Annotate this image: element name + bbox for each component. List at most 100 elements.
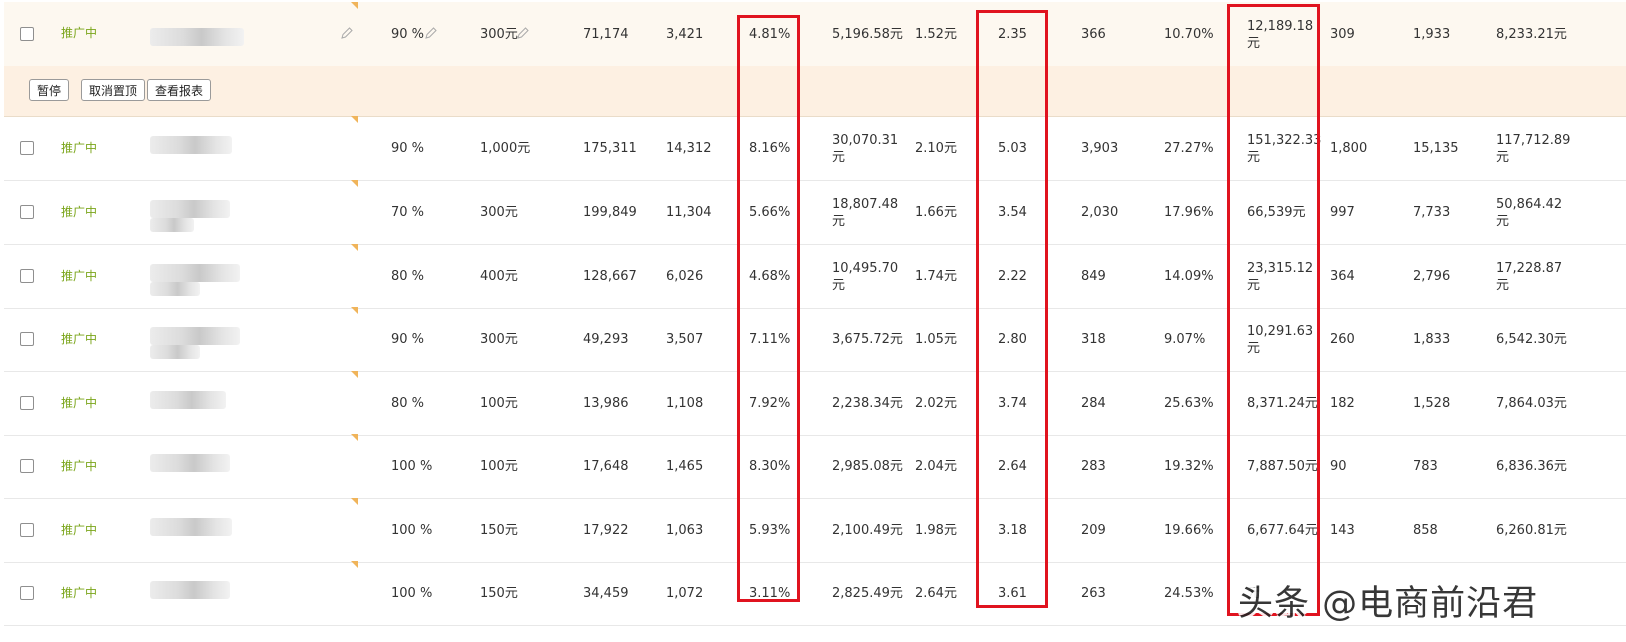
row-action-bar: 暂停 取消置顶 查看报表 xyxy=(4,66,1626,117)
col13-value: 260 xyxy=(1330,332,1355,347)
row-checkbox[interactable] xyxy=(20,586,34,600)
conv-rate-value: 25.63% xyxy=(1164,396,1214,411)
status-label: 推广中 xyxy=(61,269,98,283)
gmv-unit: 元 xyxy=(1247,36,1261,51)
col15-value: 6,260.81元 xyxy=(1496,523,1567,538)
row-checkbox[interactable] xyxy=(20,27,34,41)
col14-value: 1,528 xyxy=(1413,396,1451,411)
orders-value: 209 xyxy=(1081,523,1106,538)
row-checkbox[interactable] xyxy=(20,269,34,283)
row-checkbox[interactable] xyxy=(20,396,34,410)
clicks-value: 3,421 xyxy=(666,27,704,42)
col15-unit: 元 xyxy=(1496,150,1510,165)
blurred-product-name xyxy=(150,282,200,296)
orders-value: 318 xyxy=(1081,332,1106,347)
ctr-value: 7.92% xyxy=(749,396,791,411)
clicks-value: 1,072 xyxy=(666,586,704,601)
row-checkbox[interactable] xyxy=(20,459,34,473)
row-corner-marker xyxy=(351,116,358,123)
row-checkbox[interactable] xyxy=(20,205,34,219)
row-corner-marker xyxy=(351,2,358,9)
clicks-value: 1,063 xyxy=(666,523,704,538)
conv-rate-value: 19.32% xyxy=(1164,459,1214,474)
col13-value: 90 xyxy=(1330,459,1347,474)
edit-pencil-icon[interactable] xyxy=(340,26,354,40)
conv-rate-value: 19.66% xyxy=(1164,523,1214,538)
status-label: 推广中 xyxy=(61,396,98,410)
impressions-value: 34,459 xyxy=(583,586,629,601)
ctr-value: 7.11% xyxy=(749,332,791,347)
blurred-product-name xyxy=(150,200,230,218)
ctr-value: 4.68% xyxy=(749,269,791,284)
col13-value: 1,800 xyxy=(1330,141,1368,156)
ratio-value: 90 % xyxy=(391,27,425,42)
ctr-value: 3.11% xyxy=(749,586,791,601)
edit-budget-icon[interactable] xyxy=(516,26,530,40)
ratio-value: 90 % xyxy=(391,141,425,156)
table-row: 推广中 100 % 100元 17,648 1,465 8.30% 2.04元 2.64 283… xyxy=(4,434,1626,499)
clicks-value: 3,507 xyxy=(666,332,704,347)
budget-value: 1,000元 xyxy=(480,141,531,156)
gmv-value: 8,371.24元 xyxy=(1247,396,1318,411)
row-checkbox[interactable] xyxy=(20,332,34,346)
conv-rate-value: 14.09% xyxy=(1164,269,1214,284)
col15-unit: 元 xyxy=(1496,278,1510,293)
status-label: 推广中 xyxy=(61,459,98,473)
roi-value: 5.03 xyxy=(998,141,1027,156)
col13-value: 364 xyxy=(1330,269,1355,284)
cost-unit: 元 xyxy=(832,150,846,165)
conversion-rate-value: 10.70% xyxy=(1164,27,1214,42)
col14-value: 1,833 xyxy=(1413,332,1451,347)
unpin-button[interactable]: 取消置顶 xyxy=(81,79,146,101)
cost-value: 2,100.49元 xyxy=(832,523,903,538)
roi-value: 2.64 xyxy=(998,459,1027,474)
cost-value: 3,675.72元 xyxy=(832,332,903,347)
ratio-value: 100 % xyxy=(391,523,433,538)
row-checkbox[interactable] xyxy=(20,523,34,537)
gmv-value: 6,677.64元 xyxy=(1247,523,1318,538)
budget-value: 400元 xyxy=(480,269,518,284)
status-label: 推广中 xyxy=(61,141,98,155)
row-checkbox[interactable] xyxy=(20,141,34,155)
roi-value: 3.18 xyxy=(998,523,1027,538)
row-corner-marker xyxy=(351,498,358,505)
roi-value: 2.22 xyxy=(998,269,1027,284)
ratio-value: 80 % xyxy=(391,396,425,411)
cpc-value: 1.98元 xyxy=(915,523,957,538)
ctr-value: 4.81% xyxy=(749,27,791,42)
gmv-value: 元 xyxy=(1247,586,1261,601)
orders-value: 284 xyxy=(1081,396,1106,411)
gmv-value: 10,291.63 xyxy=(1247,324,1314,339)
cost-value: 5,196.58元 xyxy=(832,27,903,42)
ctr-value: 8.30% xyxy=(749,459,791,474)
status-label: 推广中 xyxy=(61,26,98,40)
col13-value: 309 xyxy=(1330,27,1355,42)
orders-value: 2,030 xyxy=(1081,205,1119,220)
budget-value: 300元 xyxy=(480,27,518,42)
conv-rate-value: 17.96% xyxy=(1164,205,1214,220)
edit-ratio-icon[interactable] xyxy=(424,26,438,40)
ratio-value: 70 % xyxy=(391,205,425,220)
ctr-value: 8.16% xyxy=(749,141,791,156)
conv-rate-value: 24.53% xyxy=(1164,586,1214,601)
clicks-value: 1,108 xyxy=(666,396,704,411)
impressions-value: 17,922 xyxy=(583,523,629,538)
table-row: 推广中 70 % 300元 199,849 11,304 5.66% 1.66元 3.54 2,… xyxy=(4,180,1626,245)
orders-value: 263 xyxy=(1081,586,1106,601)
roi-value: 2.35 xyxy=(998,27,1027,42)
table-row: 推广中 90 % 300元 49,293 3,507 7.11% 1.05元 2.80 318 9… xyxy=(4,307,1626,372)
budget-value: 100元 xyxy=(480,396,518,411)
pause-button[interactable]: 暂停 xyxy=(29,79,70,101)
roi-value: 2.80 xyxy=(998,332,1027,347)
status-label: 推广中 xyxy=(61,205,98,219)
cpc-value: 2.64元 xyxy=(915,586,957,601)
watermark: 头条 @电商前沿君 xyxy=(1238,584,1539,624)
col14-value: 15,135 xyxy=(1413,141,1459,156)
blurred-product-name xyxy=(150,28,244,46)
col15-unit: 元 xyxy=(1496,214,1510,229)
blurred-product-name xyxy=(150,327,240,345)
gmv-value: 23,315.12 xyxy=(1247,261,1314,276)
orders-value: 366 xyxy=(1081,27,1106,42)
view-report-button[interactable]: 查看报表 xyxy=(147,79,212,101)
impressions-value: 175,311 xyxy=(583,141,637,156)
